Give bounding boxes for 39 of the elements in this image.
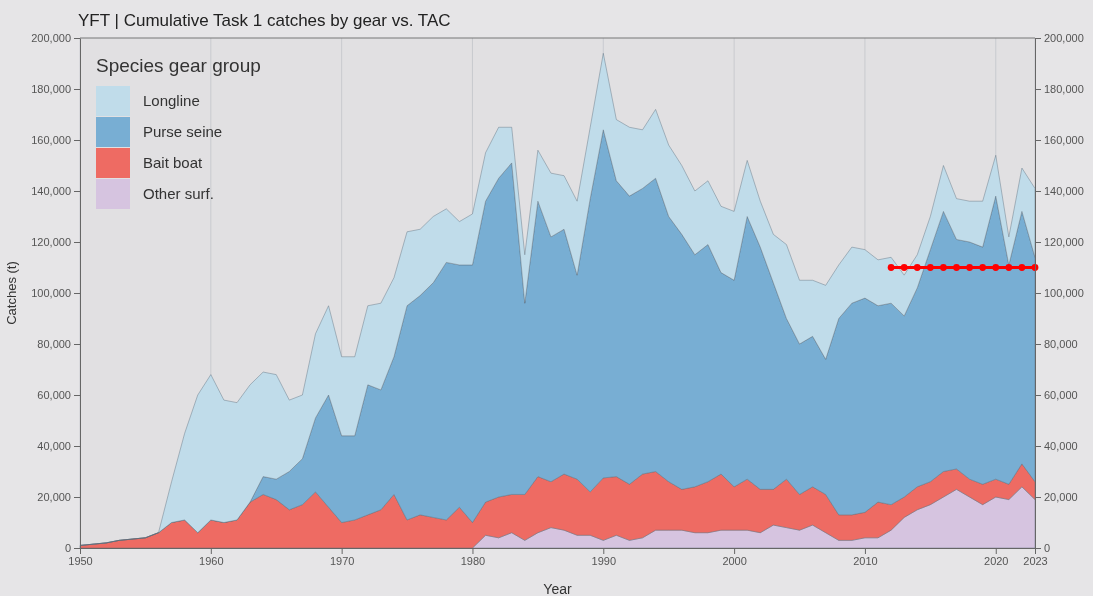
x-tick-label: 2023 <box>1023 554 1048 567</box>
y2-tick-label: 40,000 <box>1044 440 1078 453</box>
x-tick-label: 1950 <box>68 554 93 567</box>
y2-tick-label: 0 <box>1044 542 1051 555</box>
y-tick-label: 100,000 <box>31 287 71 300</box>
legend-label: Longline <box>143 92 200 109</box>
y2-tick-label: 80,000 <box>1044 338 1078 351</box>
x-tick-label: 1970 <box>329 554 355 567</box>
y2-tick-label: 160,000 <box>1044 134 1084 147</box>
legend-label: Bait boat <box>143 154 204 171</box>
y2-tick-label: 200,000 <box>1044 32 1084 45</box>
chart-title: YFT | Cumulative Task 1 catches by gear vs. TAC <box>78 11 451 30</box>
y2-tick-label: 20,000 <box>1044 491 1078 504</box>
y-tick-label: 120,000 <box>31 236 71 249</box>
y-tick-label: 20,000 <box>37 491 71 504</box>
legend-title: Species gear group <box>96 55 261 76</box>
y-tick-label: 60,000 <box>37 389 71 402</box>
y2-tick-label: 180,000 <box>1044 83 1084 96</box>
y-tick-label: 40,000 <box>37 440 71 453</box>
y-tick-label: 180,000 <box>31 83 71 96</box>
x-tick-label: 2010 <box>853 554 878 567</box>
y-tick-label: 80,000 <box>37 338 71 351</box>
y2-tick-label: 140,000 <box>1044 185 1084 198</box>
x-tick-label: 1960 <box>199 554 224 567</box>
x-axis-title: Year <box>543 581 572 596</box>
y-tick-label: 200,000 <box>31 32 71 45</box>
y-axis-title: Catches (t) <box>4 261 19 325</box>
legend-label: Purse seine <box>143 123 223 140</box>
x-tick-label: 1990 <box>591 554 617 567</box>
x-tick-label: 2020 <box>984 554 1009 567</box>
y-tick-label: 140,000 <box>31 185 71 198</box>
y2-tick-label: 60,000 <box>1044 389 1078 402</box>
y-tick-label: 0 <box>64 542 71 555</box>
legend-label: Other surf. <box>143 185 214 202</box>
y2-tick-label: 120,000 <box>1044 236 1084 249</box>
x-tick-label: 2000 <box>722 554 747 567</box>
x-tick-label: 1980 <box>460 554 486 567</box>
y2-tick-label: 100,000 <box>1044 287 1084 300</box>
y-tick-label: 160,000 <box>31 134 71 147</box>
